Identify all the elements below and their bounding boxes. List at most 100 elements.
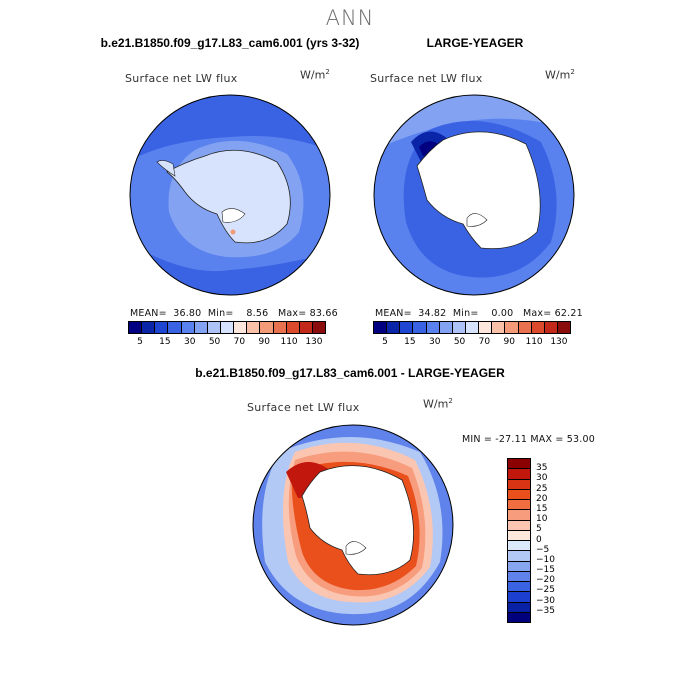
top-right-units-label: W/m2	[545, 68, 575, 82]
units-base: W/m	[423, 397, 449, 411]
colorbar-swatch	[508, 520, 530, 531]
colorbar-swatch	[439, 322, 453, 333]
colorbar-swatch	[531, 322, 545, 333]
colorbar-swatches	[507, 458, 531, 623]
units-exponent: 2	[325, 68, 330, 76]
colorbar-swatch	[479, 322, 493, 333]
colorbar-swatch	[387, 322, 401, 333]
difference-colorbar	[507, 458, 531, 623]
mean-label: MEAN=	[130, 308, 167, 319]
colorbar-swatch	[260, 322, 274, 333]
max-label: Max=	[278, 308, 307, 319]
colorbar-tick-label: −25	[536, 585, 555, 596]
colorbar-swatch	[508, 561, 530, 572]
colorbar-swatch	[247, 322, 261, 333]
colorbar-swatch	[508, 541, 530, 552]
ross-ice-shelf	[466, 213, 488, 227]
colorbar-swatch	[508, 469, 530, 480]
colorbar-swatch	[508, 602, 530, 613]
colorbar-swatch	[508, 571, 530, 582]
mean-label: MEAN=	[375, 308, 412, 319]
deep-minimum-core	[419, 141, 441, 156]
colorbar-swatches	[373, 321, 571, 334]
colorbar-swatch	[220, 322, 235, 333]
colorbar-swatch	[557, 322, 571, 333]
colorbar-tick-label: 15	[536, 503, 548, 514]
top-left-colorbar: 5 15 30 50 70 90 110 130	[128, 321, 326, 347]
colorbar-swatch	[508, 592, 530, 603]
colorbar-swatch	[155, 322, 169, 333]
max-label: Max=	[523, 308, 552, 319]
colorbar-swatch	[234, 322, 248, 333]
antarctic-peninsula	[156, 160, 176, 177]
colorbar-tick-label: 25	[536, 483, 548, 494]
colorbar-swatch	[181, 322, 195, 333]
main-title: ANN	[325, 6, 375, 30]
min-value: 8.56	[246, 308, 269, 319]
top-left-case-title: b.e21.B1850.f09_g17.L83_cam6.001 (yrs 3-…	[100, 36, 360, 50]
top-right-colorbar: 5 15 30 50 70 90 110 130	[373, 321, 571, 347]
warm-spot	[230, 229, 236, 235]
colorbar-swatch	[508, 459, 530, 470]
colorbar-swatch	[129, 322, 143, 333]
colorbar-ticks: 5 15 30 50 70 90 110 130	[137, 337, 323, 347]
colorbar-swatch	[400, 322, 414, 333]
colorbar-swatch	[426, 322, 440, 333]
colorbar-swatch	[168, 322, 182, 333]
max-value: 62.21	[554, 308, 583, 319]
colorbar-swatch	[508, 500, 530, 511]
antarctic-continent	[301, 465, 414, 576]
min-label: Min=	[207, 308, 234, 319]
top-right-polar-map	[373, 94, 575, 296]
colorbar-swatch	[508, 510, 530, 521]
top-right-case-title: LARGE-YEAGER	[426, 36, 524, 50]
antarctic-continent	[166, 149, 291, 244]
difference-polar-map	[252, 424, 454, 626]
colorbar-tick-label: −20	[536, 575, 555, 586]
colorbar-swatch	[142, 322, 156, 333]
colorbar-tick-label: −30	[536, 595, 555, 606]
antarctic-continent	[416, 131, 541, 250]
bottom-case-title: b.e21.B1850.f09_g17.L83_cam6.001 - LARGE…	[195, 366, 505, 380]
min-label: Min=	[452, 308, 479, 319]
colorbar-swatch	[508, 489, 530, 500]
colorbar-tick-label: 35	[536, 463, 548, 474]
colorbar-swatches	[128, 321, 326, 334]
colorbar-swatch	[508, 479, 530, 490]
colorbar-swatch	[492, 322, 506, 333]
colorbar-swatch	[374, 322, 388, 333]
mean-value: 36.80	[173, 308, 202, 319]
colorbar-swatch	[508, 582, 530, 593]
top-right-stats: MEAN= 34.82 Min= 0.00 Max= 62.21	[375, 308, 583, 319]
colorbar-swatch	[312, 322, 326, 333]
mean-value: 34.82	[418, 308, 447, 319]
colorbar-swatch	[299, 322, 313, 333]
units-base: W/m	[300, 68, 326, 82]
colorbar-tick-label: 5	[536, 524, 542, 535]
colorbar-tick-label: −15	[536, 565, 555, 576]
top-left-stats: MEAN= 36.80 Min= 8.56 Max= 83.66	[130, 308, 338, 319]
bottom-variable-label: Surface net LW flux	[247, 401, 360, 414]
colorbar-tick-label: −35	[536, 605, 555, 616]
colorbar-swatch	[413, 322, 427, 333]
colorbar-swatch	[508, 612, 530, 622]
colorbar-swatch	[273, 322, 287, 333]
colorbar-swatch	[508, 551, 530, 562]
colorbar-swatch	[518, 322, 532, 333]
colorbar-swatch	[544, 322, 558, 333]
colorbar-swatch	[194, 322, 208, 333]
colorbar-tick-label: 0	[536, 534, 542, 545]
colorbar-ticks: 5 15 30 50 70 90 110 130	[382, 337, 568, 347]
top-right-variable-label: Surface net LW flux	[370, 72, 483, 85]
bottom-minmax-stats: MIN = -27.11 MAX = 53.00	[462, 434, 595, 445]
min-value: 0.00	[491, 308, 514, 319]
bottom-units-label: W/m2	[423, 397, 453, 411]
colorbar-tick-label: 10	[536, 514, 548, 525]
units-exponent: 2	[570, 68, 575, 76]
top-left-variable-label: Surface net LW flux	[125, 72, 238, 85]
max-value: 83.66	[309, 308, 338, 319]
top-left-polar-map	[129, 94, 331, 296]
units-base: W/m	[545, 68, 571, 82]
colorbar-swatch	[286, 322, 300, 333]
units-exponent: 2	[448, 397, 453, 405]
